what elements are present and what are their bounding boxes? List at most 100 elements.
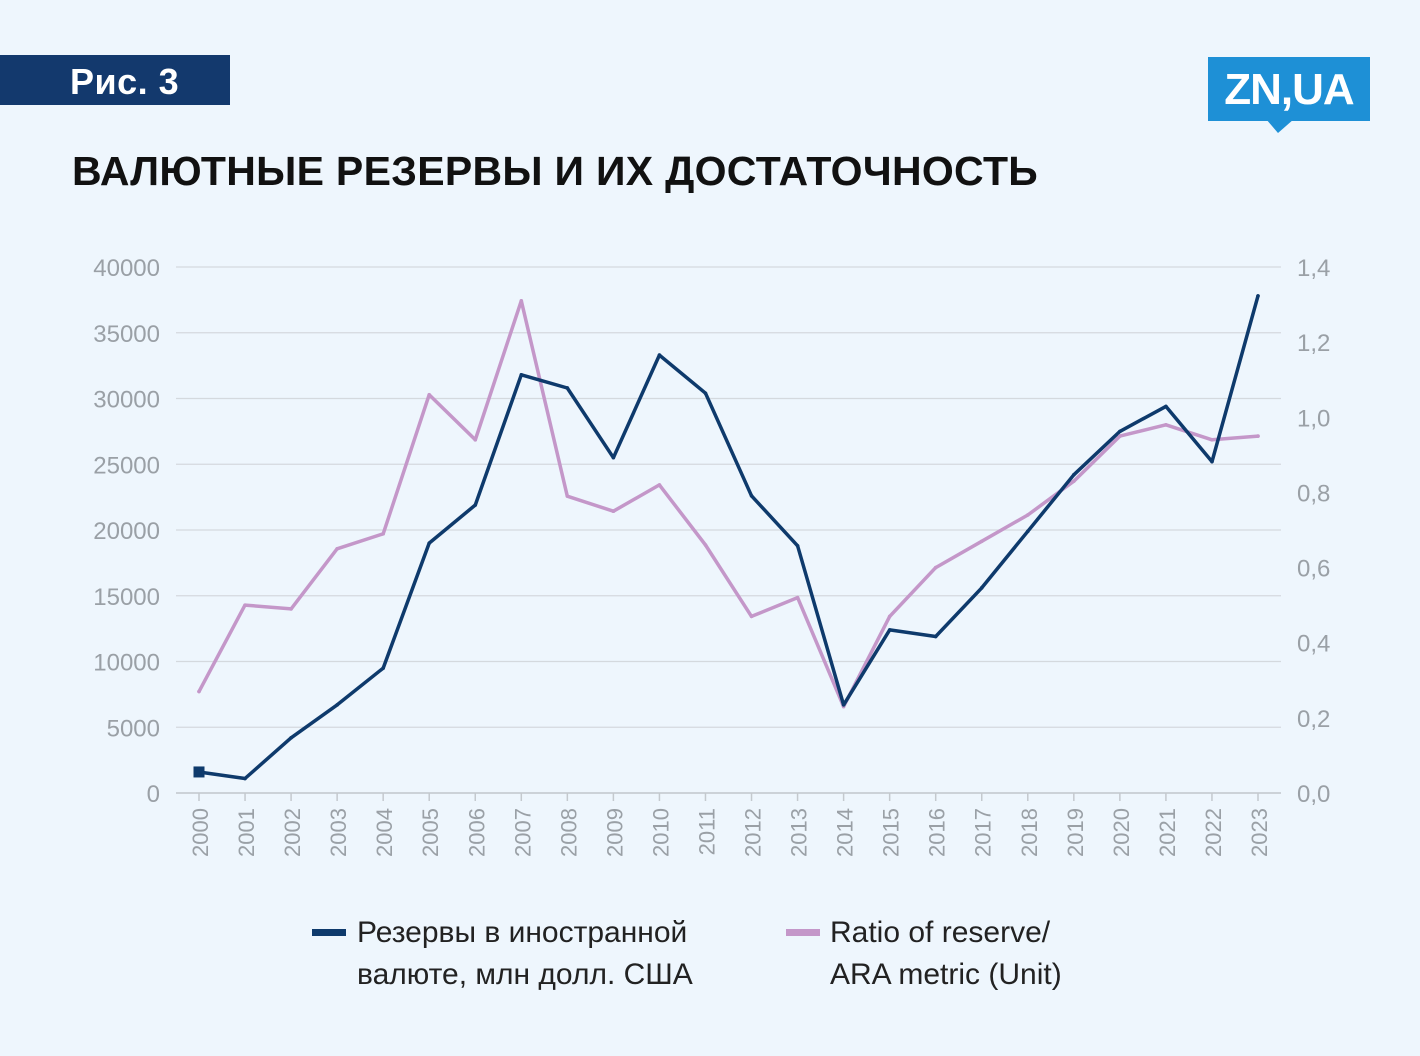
- legend-swatch-ratio: [786, 929, 820, 936]
- data-point-ratio: [335, 546, 339, 551]
- data-point-reserves: [657, 353, 662, 357]
- y-left-tick-label: 25000: [93, 452, 160, 479]
- x-tick-label: 2004: [372, 808, 397, 857]
- x-tick-label: 2008: [556, 808, 581, 857]
- data-point-reserves: [519, 373, 524, 377]
- y-left-tick-label: 15000: [93, 584, 160, 611]
- data-point-reserves: [1118, 429, 1122, 434]
- legend-swatch-reserves: [312, 929, 346, 936]
- data-point-ratio: [887, 614, 892, 619]
- data-point-ratio: [243, 603, 247, 607]
- y-right-tick-label: 0,8: [1297, 480, 1330, 507]
- y-left-tick-label: 35000: [93, 321, 160, 348]
- x-tick-label: 2018: [1017, 808, 1042, 857]
- x-tick-label: 2002: [280, 808, 305, 857]
- data-point-reserves: [193, 766, 205, 778]
- legend-label-reserves-line2: валюте, млн долл. США: [357, 958, 693, 991]
- data-point-ratio: [565, 494, 570, 498]
- data-point-reserves: [841, 703, 846, 707]
- x-tick-label: 2003: [326, 808, 351, 857]
- data-point-reserves: [1256, 294, 1260, 298]
- x-tick-label: 2012: [741, 808, 766, 857]
- y-right-tick-label: 1,2: [1297, 330, 1330, 357]
- data-point-reserves: [887, 628, 892, 632]
- series-line-ratio: [197, 299, 1260, 709]
- data-point-ratio: [611, 509, 616, 514]
- data-point-reserves: [335, 703, 339, 707]
- data-point-reserves: [565, 386, 570, 390]
- figure-badge: Рис. 3: [0, 55, 230, 105]
- zn-ua-logo: ZN,UA: [1208, 57, 1370, 121]
- data-point-reserves: [1210, 459, 1214, 464]
- y-right-tick-label: 0,0: [1297, 781, 1330, 808]
- data-point-ratio: [1118, 434, 1122, 438]
- data-point-reserves: [427, 541, 432, 545]
- x-tick-label: 2023: [1247, 808, 1272, 857]
- x-tick-label: 2001: [234, 808, 259, 857]
- y-left-tick-label: 5000: [107, 715, 160, 742]
- data-point-reserves: [289, 735, 293, 740]
- data-point-ratio: [1164, 423, 1168, 427]
- y-left-tick-label: 10000: [93, 650, 160, 677]
- data-point-ratio: [703, 543, 708, 547]
- data-point-reserves: [243, 776, 247, 781]
- data-point-ratio: [749, 614, 754, 619]
- legend-label-reserves-line1: Резервы в иностранной: [357, 916, 688, 949]
- y-right-tick-label: 1,4: [1297, 255, 1330, 282]
- y-left-tick-label: 30000: [93, 387, 160, 414]
- data-point-ratio: [1256, 434, 1260, 438]
- data-point-ratio: [933, 565, 938, 570]
- y-right-tick-label: 0,6: [1297, 556, 1330, 583]
- series-line-reserves: [197, 294, 1260, 781]
- data-point-reserves: [1072, 472, 1076, 477]
- legend-label-ratio-line2: ARA metric (Unit): [830, 958, 1062, 991]
- y-right-tick-label: 0,2: [1297, 706, 1330, 733]
- y-right-tick-label: 1,0: [1297, 405, 1330, 432]
- y-left-tick-label: 40000: [93, 255, 160, 282]
- chart-title: ВАЛЮТНЫЕ РЕЗЕРВЫ И ИХ ДОСТАТОЧНОСТЬ: [72, 148, 1039, 194]
- data-point-ratio: [289, 607, 293, 611]
- x-tick-label: 2005: [418, 808, 443, 857]
- x-tick-label: 2013: [787, 808, 812, 857]
- x-tick-label: 2010: [648, 808, 673, 857]
- data-point-ratio: [473, 438, 478, 442]
- data-point-reserves: [979, 586, 984, 590]
- x-tick-label: 2007: [510, 808, 535, 857]
- figure-label: Рис. 3: [70, 61, 180, 102]
- x-tick-label: 2014: [833, 808, 858, 857]
- data-point-ratio: [519, 299, 524, 303]
- x-tick-label: 2020: [1109, 808, 1134, 857]
- logo-tail-shape: [1266, 119, 1294, 133]
- data-point-ratio: [427, 392, 432, 397]
- data-point-reserves: [703, 391, 708, 396]
- data-point-ratio: [1072, 479, 1076, 483]
- logo-text: ZN,UA: [1224, 65, 1354, 114]
- data-point-reserves: [1025, 529, 1030, 534]
- x-tick-label: 2021: [1155, 808, 1180, 857]
- data-point-reserves: [473, 503, 478, 507]
- x-tick-label: 2017: [971, 808, 996, 857]
- data-point-reserves: [749, 494, 754, 498]
- x-tick-label: 2015: [879, 808, 904, 857]
- y-left-tick-label: 20000: [93, 518, 160, 545]
- data-point-ratio: [657, 483, 662, 487]
- data-point-ratio: [1025, 513, 1030, 517]
- data-point-ratio: [979, 539, 984, 544]
- data-point-ratio: [795, 595, 800, 600]
- data-point-ratio: [381, 531, 385, 536]
- x-tick-label: 2006: [464, 808, 489, 857]
- x-tick-label: 2016: [925, 808, 950, 857]
- x-tick-label: 2022: [1201, 808, 1226, 857]
- data-point-reserves: [933, 634, 938, 639]
- data-point-reserves: [611, 455, 616, 460]
- x-tick-label: 2019: [1063, 808, 1088, 857]
- y-left-tick-label: 0: [147, 781, 160, 808]
- data-point-reserves: [795, 543, 800, 548]
- x-tick-label: 2000: [188, 808, 213, 857]
- data-point-reserves: [381, 666, 385, 670]
- data-point-ratio: [197, 689, 201, 694]
- data-point-reserves: [1164, 404, 1168, 409]
- data-point-ratio: [1210, 438, 1214, 442]
- x-tick-label: 2011: [694, 808, 719, 855]
